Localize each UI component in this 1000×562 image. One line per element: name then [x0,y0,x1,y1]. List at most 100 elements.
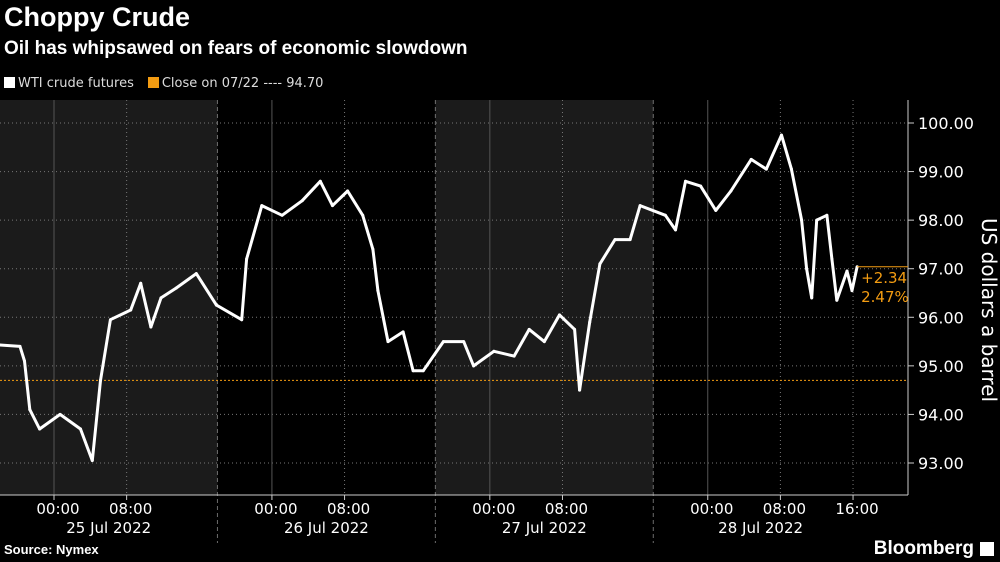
data-point [401,330,405,334]
date-label: 27 Jul 2022 [502,519,587,537]
y-tick-label: 100.00 [918,114,974,133]
data-point [764,167,768,171]
data-point [779,133,783,137]
x-tick-label: 00:00 [36,500,79,518]
data-point [245,257,249,261]
data-point [98,378,102,382]
data-point [462,340,466,344]
data-point [159,296,163,300]
session-shade [0,100,218,495]
data-point [638,204,642,208]
bloomberg-mark-icon [980,542,994,556]
data-point [300,199,304,203]
x-tick-label: 08:00 [327,500,370,518]
data-point [28,408,32,412]
data-point [0,343,2,347]
data-point [318,179,322,183]
data-point [411,369,415,373]
data-point [835,298,839,302]
data-point [139,281,143,285]
y-tick-label: 95.00 [918,357,964,376]
data-point [588,320,592,324]
data-point [663,213,667,217]
data-point [850,289,854,293]
data-point [330,204,334,208]
data-point [684,179,688,183]
data-point [512,354,516,358]
chart-subtitle: Oil has whipsawed on fears of economic s… [4,38,468,59]
data-point [845,269,849,273]
x-tick-label: 00:00 [690,500,733,518]
data-point [699,184,703,188]
data-point [815,218,819,222]
x-tick-label: 00:00 [254,500,297,518]
data-point [214,303,218,307]
data-point [280,213,284,217]
data-point [800,218,804,222]
data-point [371,247,375,251]
date-label: 28 Jul 2022 [718,519,803,537]
data-point [38,427,42,431]
data-point [129,308,133,312]
data-point [376,289,380,293]
data-point [22,359,26,363]
legend-item-wti: WTI crude futures [4,76,134,91]
data-point [108,318,112,322]
legend-swatch-icon [147,77,159,88]
data-point [749,157,753,161]
pct-change-label: 2.47% [861,288,909,306]
x-tick-label: 08:00 [109,500,152,518]
session-shade [435,100,654,495]
legend-item-close: Close on 07/22 ---- 94.70 [147,76,324,91]
data-point [78,427,82,431]
data-point [598,262,602,266]
data-point [260,204,264,208]
brand-logo: Bloomberg [873,538,974,559]
data-point [472,364,476,368]
legend-swatch-icon [4,77,15,88]
data-point [527,327,531,331]
data-point [542,340,546,344]
x-tick-label: 08:00 [763,500,806,518]
date-label: 25 Jul 2022 [66,519,151,537]
change-label: +2.34 [861,269,907,287]
y-axis-label: US dollars a barrel [977,218,1000,402]
data-point [492,349,496,353]
data-point [789,167,793,171]
data-point [90,459,94,463]
legend-label: Close on 07/22 ---- 94.70 [161,76,324,91]
y-tick-label: 98.00 [918,211,964,230]
y-tick-label: 97.00 [918,260,964,279]
data-point [386,340,390,344]
y-tick-label: 94.00 [918,405,964,424]
legend-label: WTI crude futures [18,76,134,91]
data-point [58,412,62,416]
data-point [805,267,809,271]
data-point [830,257,834,261]
chart-title: Choppy Crude [4,2,190,32]
data-point [149,325,153,329]
source-note: Source: Nymex [4,542,99,557]
data-point [578,388,582,392]
data-point [240,318,244,322]
data-point [674,228,678,232]
data-point [825,213,829,217]
data-point [18,344,22,348]
data-point [346,189,350,193]
data-point [729,189,733,193]
data-point [557,313,561,317]
y-tick-label: 93.00 [918,454,964,473]
data-point [441,340,445,344]
legend: WTI crude futures Close on 07/22 ---- 94… [4,76,323,91]
y-tick-label: 96.00 [918,308,964,327]
data-point [714,208,718,212]
data-point [421,369,425,373]
data-point [810,296,814,300]
y-tick-label: 99.00 [918,163,964,182]
data-point [573,327,577,331]
data-point [361,213,365,217]
data-point [194,272,198,276]
date-label: 26 Jul 2022 [284,519,369,537]
x-tick-label: 16:00 [835,500,878,518]
